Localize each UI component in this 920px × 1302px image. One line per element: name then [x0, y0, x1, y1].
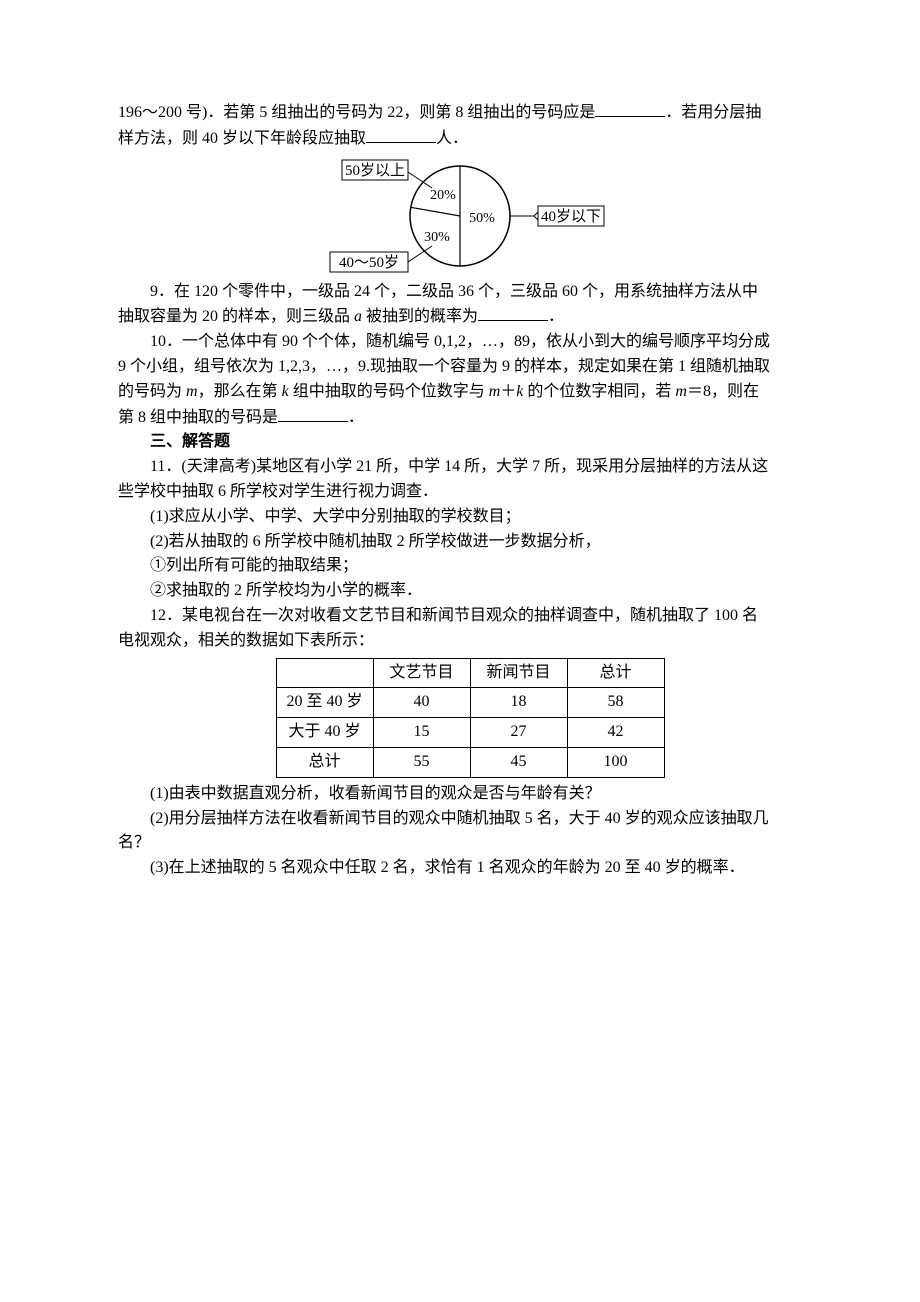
- q12-p2a: (2)用分层抽样方法在收看新闻节目的观众中随机抽取 5 名，大于 40 岁的观众…: [118, 807, 822, 832]
- td: 大于 40 岁: [276, 718, 373, 748]
- th: 总计: [567, 658, 664, 688]
- pie-pct-bottom: 30%: [424, 230, 450, 245]
- q10-line1: 10．一个总体中有 90 个个体，随机编号 0,1,2，…，89，依从小到大的编…: [118, 330, 822, 355]
- td: 20 至 40 岁: [276, 688, 373, 718]
- q11-line1: 11．(天津高考)某地区有小学 21 所，中学 14 所，大学 7 所，现采用分…: [118, 455, 822, 480]
- pie-chart: 50% 20% 30% 50岁以上 40岁以下 40～50岁: [320, 156, 620, 276]
- td: 15: [373, 718, 470, 748]
- q8-line1-b: ．若用分层抽: [665, 104, 761, 121]
- t: ．: [348, 409, 364, 426]
- pie-label-top: 50岁以上: [345, 162, 405, 179]
- t: 的号码为: [118, 383, 186, 400]
- section-title-3: 三、解答题: [118, 430, 822, 455]
- pie-chart-wrap: 50% 20% 30% 50岁以上 40岁以下 40～50岁: [118, 156, 822, 276]
- q8-line2-b: 人．: [436, 130, 468, 147]
- t: ＋: [500, 383, 516, 400]
- t: 组中抽取的号码个位数字与: [289, 383, 489, 400]
- blank: [595, 100, 665, 117]
- blank: [278, 405, 348, 422]
- td: 45: [470, 747, 567, 777]
- q12-p2b: 名？: [118, 831, 822, 856]
- td: 100: [567, 747, 664, 777]
- q10-line2: 9 个小组，组号依次为 1,2,3，…，9.现抽取一个容量为 9 的样本，规定如…: [118, 355, 822, 380]
- q12-p1: (1)由表中数据直观分析，收看新闻节目的观众是否与年龄有关？: [118, 782, 822, 807]
- td: 42: [567, 718, 664, 748]
- pie-label-right: 40岁以下: [541, 208, 601, 225]
- table-row: 20 至 40 岁 40 18 58: [276, 688, 664, 718]
- t: 的个位数字相同，若: [523, 383, 675, 400]
- t: ＝8，则在: [687, 383, 759, 400]
- q10-line3: 的号码为 m，那么在第 k 组中抽取的号码个位数字与 m＋k 的个位数字相同，若…: [118, 380, 822, 405]
- table-row: 大于 40 岁 15 27 42: [276, 718, 664, 748]
- t: ，那么在第: [198, 383, 282, 400]
- q8-line2-a: 样方法，则 40 岁以下年龄段应抽取: [118, 130, 366, 147]
- q12-table: 文艺节目 新闻节目 总计 20 至 40 岁 40 18 58 大于 40 岁 …: [276, 658, 665, 778]
- q12-line1: 12．某电视台在一次对收看文艺节目和新闻节目观众的抽样调查中，随机抽取了 100…: [118, 604, 822, 629]
- table-row-header: 文艺节目 新闻节目 总计: [276, 658, 664, 688]
- q8-line1-a: 196～200 号)．若第 5 组抽出的号码为 22，则第 8 组抽出的号码应是: [118, 104, 595, 121]
- pie-pct-right: 50%: [469, 211, 495, 226]
- var-k: k: [282, 383, 289, 400]
- q8-line1: 196～200 号)．若第 5 组抽出的号码为 22，则第 8 组抽出的号码应是…: [118, 100, 822, 126]
- q11-s2: ②求抽取的 2 所学校均为小学的概率．: [118, 579, 822, 604]
- q9-b-pre: 抽取容量为 20 的样本，则三级品: [118, 308, 354, 325]
- q9-line2: 抽取容量为 20 的样本，则三级品 a 被抽到的概率为 ．: [118, 304, 822, 330]
- q11-line2: 些学校中抽取 6 所学校对学生进行视力调查．: [118, 480, 822, 505]
- td: 27: [470, 718, 567, 748]
- q11-s1: ①列出所有可能的抽取结果；: [118, 554, 822, 579]
- q9-b-post: 被抽到的概率为: [362, 308, 478, 325]
- blank: [366, 126, 436, 143]
- table-row: 总计 55 45 100: [276, 747, 664, 777]
- q11-p1: (1)求应从小学、中学、大学中分别抽取的学校数目；: [118, 505, 822, 530]
- td: 18: [470, 688, 567, 718]
- td: 55: [373, 747, 470, 777]
- td: 40: [373, 688, 470, 718]
- var-m: m: [675, 383, 687, 400]
- q12-line2: 电视观众，相关的数据如下表所示：: [118, 629, 822, 654]
- th: 新闻节目: [470, 658, 567, 688]
- pie-pct-top: 20%: [430, 188, 456, 203]
- var-a: a: [354, 308, 362, 325]
- q9-line1: 9．在 120 个零件中，一级品 24 个，二级品 36 个，三级品 60 个，…: [118, 280, 822, 305]
- td: 总计: [276, 747, 373, 777]
- q11-p2: (2)若从抽取的 6 所学校中随机抽取 2 所学校做进一步数据分析，: [118, 530, 822, 555]
- q8-line2: 样方法，则 40 岁以下年龄段应抽取 人．: [118, 126, 822, 152]
- td: 58: [567, 688, 664, 718]
- var-m: m: [186, 383, 198, 400]
- blank: [478, 304, 548, 321]
- pie-label-bottom: 40～50岁: [339, 254, 399, 271]
- th: [276, 658, 373, 688]
- q10-line4: 第 8 组中抽取的号码是 ．: [118, 405, 822, 431]
- q9-b-end: ．: [548, 308, 564, 325]
- q12-p3: (3)在上述抽取的 5 名观众中任取 2 名，求恰有 1 名观众的年龄为 20 …: [118, 856, 822, 881]
- var-m: m: [489, 383, 501, 400]
- arrow-head: [534, 212, 538, 220]
- th: 文艺节目: [373, 658, 470, 688]
- t: 第 8 组中抽取的号码是: [118, 409, 278, 426]
